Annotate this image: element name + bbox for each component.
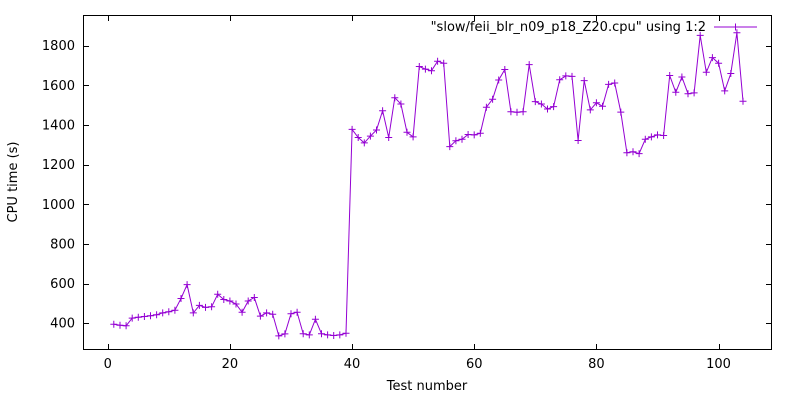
x-tick-label: 40	[344, 357, 361, 372]
tick-marks	[83, 15, 772, 350]
data-point-markers	[110, 29, 747, 340]
x-tick-label: 100	[706, 357, 731, 372]
y-axis-label: CPU time (s)	[6, 142, 21, 223]
data-line	[113, 32, 744, 337]
y-tick-label: 1200	[42, 158, 75, 173]
y-tick-label: 600	[50, 277, 75, 292]
y-tick-label: 1800	[42, 39, 75, 54]
legend: "slow/feii_blr_n09_p18_Z20.cpu" using 1:…	[431, 20, 757, 35]
legend-label: "slow/feii_blr_n09_p18_Z20.cpu" using 1:…	[431, 20, 706, 35]
x-tick-label: 60	[466, 357, 483, 372]
axis-ticks	[83, 15, 772, 350]
y-tick-label: 400	[50, 317, 75, 332]
legend-sample-line	[714, 23, 757, 31]
y-tick-label: 1000	[42, 198, 75, 213]
x-tick-label: 20	[222, 357, 239, 372]
y-tick-label: 1600	[42, 79, 75, 94]
x-axis-label: Test number	[386, 379, 468, 394]
x-tick-label: 80	[588, 357, 605, 372]
y-tick-label: 800	[50, 237, 75, 252]
x-tick-label: 0	[104, 357, 112, 372]
plot-border	[83, 15, 772, 350]
tick-labels: 0 20 40 60 80 100 400 600 800 1000 1200 1400 1600 180…	[42, 39, 731, 372]
y-tick-label: 1400	[42, 119, 75, 134]
